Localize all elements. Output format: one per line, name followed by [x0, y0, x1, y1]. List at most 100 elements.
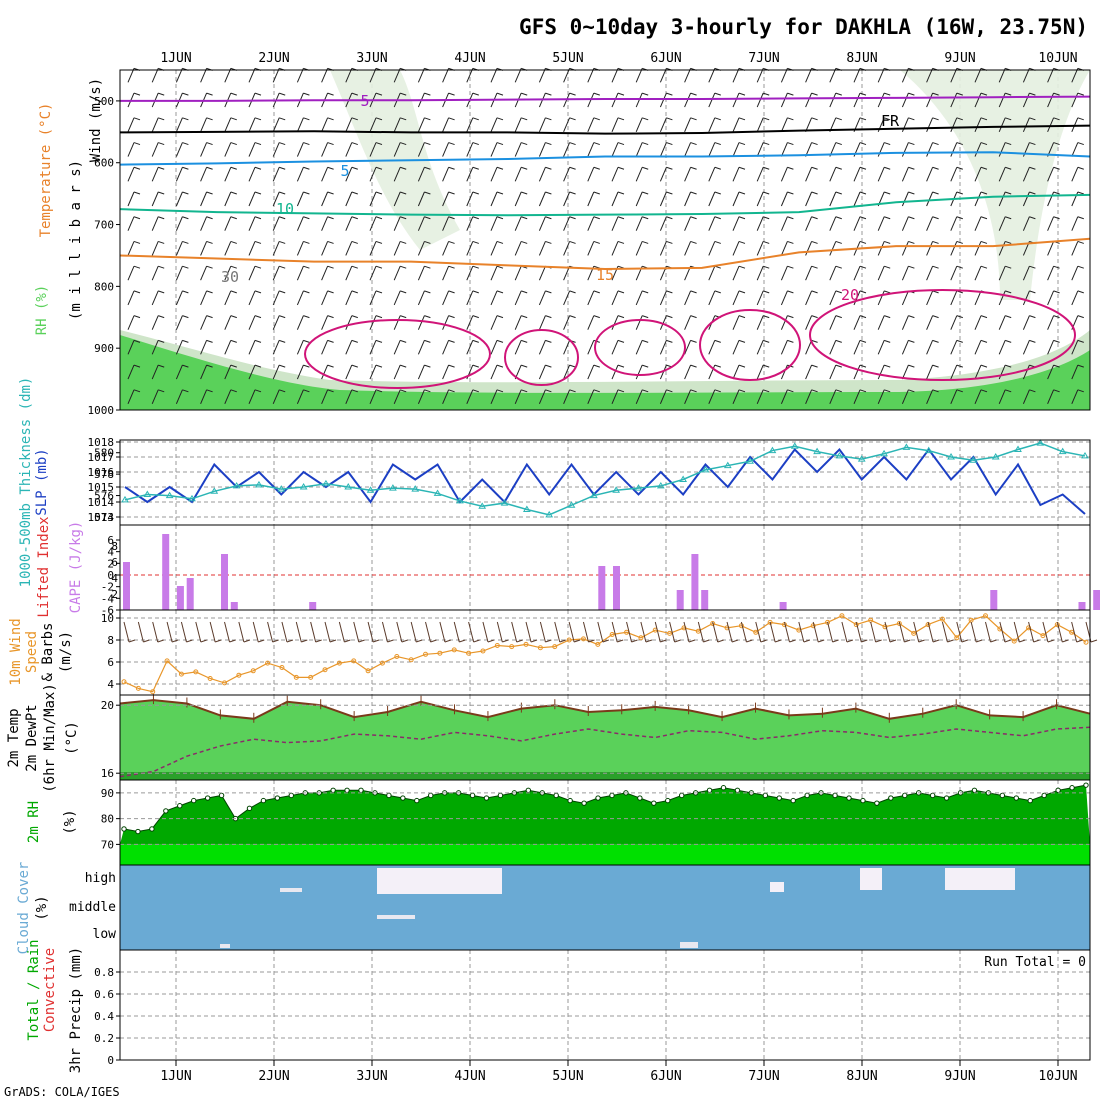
wind-barb — [1022, 265, 1030, 281]
wind-barb-flag — [932, 290, 939, 294]
wind-barb-flag — [1029, 166, 1036, 170]
wind10m-barb — [209, 621, 216, 643]
wind-barb — [1071, 364, 1079, 380]
wind-barb-flag — [1029, 290, 1036, 294]
wind10m-tick-label: 10 — [101, 612, 114, 625]
isotherm-line — [120, 95, 1091, 102]
wind-barb — [1022, 68, 1030, 83]
wind-barb-flag — [908, 216, 915, 220]
wind-barb-flag — [884, 92, 891, 96]
wind-barb-flag — [327, 191, 334, 195]
wind-barb-flag — [521, 166, 528, 170]
wind-barb — [756, 117, 764, 133]
temp2m-panel: 16 20 2m Temp 2m DewPt (6hr Min/Max) (°C) — [6, 683, 1091, 793]
wind-barb — [296, 142, 304, 157]
wind-barb — [611, 142, 619, 157]
wind-barb-flag — [400, 92, 407, 96]
wind-barb — [732, 216, 740, 231]
cape-bar — [176, 586, 184, 610]
wind-barb — [732, 315, 740, 330]
wind-barb-flag — [787, 191, 794, 195]
wind-barb — [805, 364, 813, 380]
wind-barb-flag — [956, 240, 963, 244]
wind-barb — [901, 389, 909, 405]
wind-barb — [708, 265, 716, 281]
wind-barb-flag — [448, 315, 455, 319]
wind-barb-flag — [593, 216, 600, 220]
wind-barb-flag — [206, 216, 213, 220]
wind-barb — [805, 216, 813, 231]
wind-barb-flag — [133, 315, 141, 319]
thickness-marker — [165, 491, 174, 499]
wind-barb-flag — [400, 191, 407, 195]
isotherm-line — [119, 124, 1091, 135]
wind-barb — [248, 290, 256, 306]
wind-barb-flag — [158, 142, 165, 146]
thickness-marker — [991, 453, 1000, 460]
wind-barb-flag — [642, 117, 649, 121]
wind-barb-flag — [472, 389, 479, 393]
wind10m-marker — [437, 650, 443, 656]
wind10m-barb-flag — [186, 639, 193, 643]
wind10m-barb-flag — [789, 639, 796, 643]
wind-barb-flag — [400, 216, 407, 220]
wind-barb-flag — [811, 364, 818, 368]
wind-barb-flag — [158, 117, 165, 121]
wind10m-barb — [338, 621, 345, 643]
wind-barb-flag — [303, 166, 310, 170]
wind10m-barb — [353, 621, 360, 643]
wind10m-barb-flag — [1019, 639, 1026, 643]
wind-barb-flag — [254, 364, 262, 368]
wind-barb-flag — [1053, 142, 1060, 146]
wind-barb — [635, 68, 643, 83]
wind-barb — [684, 167, 692, 182]
wind10m-marker — [394, 654, 400, 659]
thickness-marker — [389, 484, 397, 491]
wind10m-marker — [494, 643, 500, 648]
wind-barb-flag — [884, 117, 891, 121]
wind-barb — [780, 117, 788, 133]
date-label-top: 3JUN — [356, 51, 387, 66]
rh2m-marker — [1055, 787, 1061, 794]
wind-barb — [901, 92, 909, 108]
wind-barb — [853, 191, 861, 207]
wind-barb-flag — [158, 240, 165, 244]
wind-barb-flag — [666, 191, 673, 195]
wind-barb-flag — [787, 216, 794, 220]
wind-barb-flag — [956, 216, 963, 220]
wind-barb — [780, 364, 788, 380]
wind-barb — [998, 117, 1006, 133]
wind-barb — [659, 191, 667, 207]
upper-air-panel: 5 FR 5 10 15 20 30 500 600 700 800 900 1000 Wind (m/s… — [34, 67, 1091, 417]
wind-barb — [829, 265, 837, 281]
wind-barb-flag — [738, 166, 746, 170]
wind-barb-flag — [980, 315, 988, 319]
wind-barb — [1047, 241, 1055, 256]
wind-barb — [466, 167, 474, 182]
thickness-marker — [188, 494, 196, 502]
wind-barb — [611, 389, 619, 405]
wind-barb — [611, 68, 619, 83]
isotherm-line — [119, 237, 1091, 271]
wind-barb — [950, 216, 958, 231]
wind-barb — [1047, 68, 1055, 83]
cloud-high-block — [770, 882, 784, 892]
wind-barb — [514, 191, 522, 207]
wind-barb — [780, 216, 788, 231]
wind-barb-flag — [593, 240, 600, 244]
wind10m-barb-flag — [631, 639, 638, 643]
wind-barb-flag — [158, 191, 165, 195]
wind10m-marker — [1069, 629, 1075, 635]
wind-barb — [490, 265, 498, 281]
wind-barb — [248, 216, 256, 231]
wind-barb-flag — [545, 117, 552, 121]
wind-barb-flag — [1029, 216, 1036, 220]
wind-barb — [756, 265, 764, 281]
dewpt-line — [119, 726, 1091, 778]
wind10m-marker — [825, 619, 831, 625]
wind-barb — [175, 290, 183, 306]
wind-barb-flag — [835, 166, 842, 170]
wind-barb-flag — [206, 117, 213, 121]
wind-barb-flag — [617, 191, 625, 195]
wind-barb — [321, 364, 329, 380]
